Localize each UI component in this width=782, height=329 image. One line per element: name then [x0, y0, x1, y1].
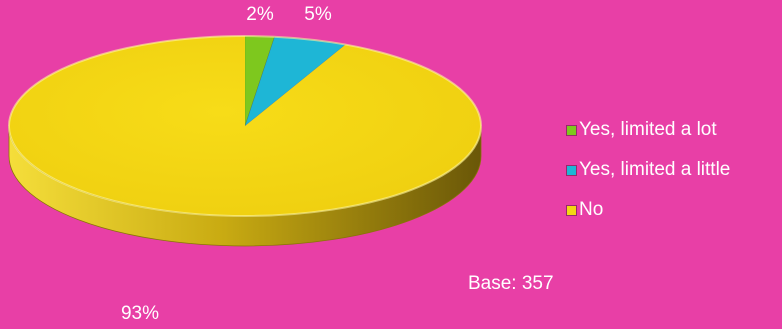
legend-swatch-yes-limited-a-little [566, 164, 577, 176]
legend-item-no[interactable]: No [566, 198, 730, 222]
legend-swatch-no [566, 204, 577, 216]
legend-label-no: No [579, 199, 604, 220]
legend-swatch-yes-limited-a-lot [566, 124, 577, 136]
data-label-yes-limited-a-lot: 2% [246, 4, 274, 25]
legend-label-yes-limited-a-lot: Yes, limited a lot [579, 119, 717, 140]
legend-item-yes-limited-a-little[interactable]: Yes, limited a little [566, 158, 730, 182]
pie-rim-highlight [8, 35, 482, 217]
data-label-yes-limited-a-little: 5% [304, 4, 332, 25]
base-annotation: Base: 357 [468, 273, 554, 294]
data-label-no: 93% [121, 303, 159, 324]
legend-item-yes-limited-a-lot[interactable]: Yes, limited a lot [566, 118, 730, 142]
pie-slice-no[interactable] [8, 36, 481, 216]
legend: Yes, limited a lot Yes, limited a little… [566, 118, 730, 222]
legend-label-yes-limited-a-little: Yes, limited a little [579, 159, 731, 180]
